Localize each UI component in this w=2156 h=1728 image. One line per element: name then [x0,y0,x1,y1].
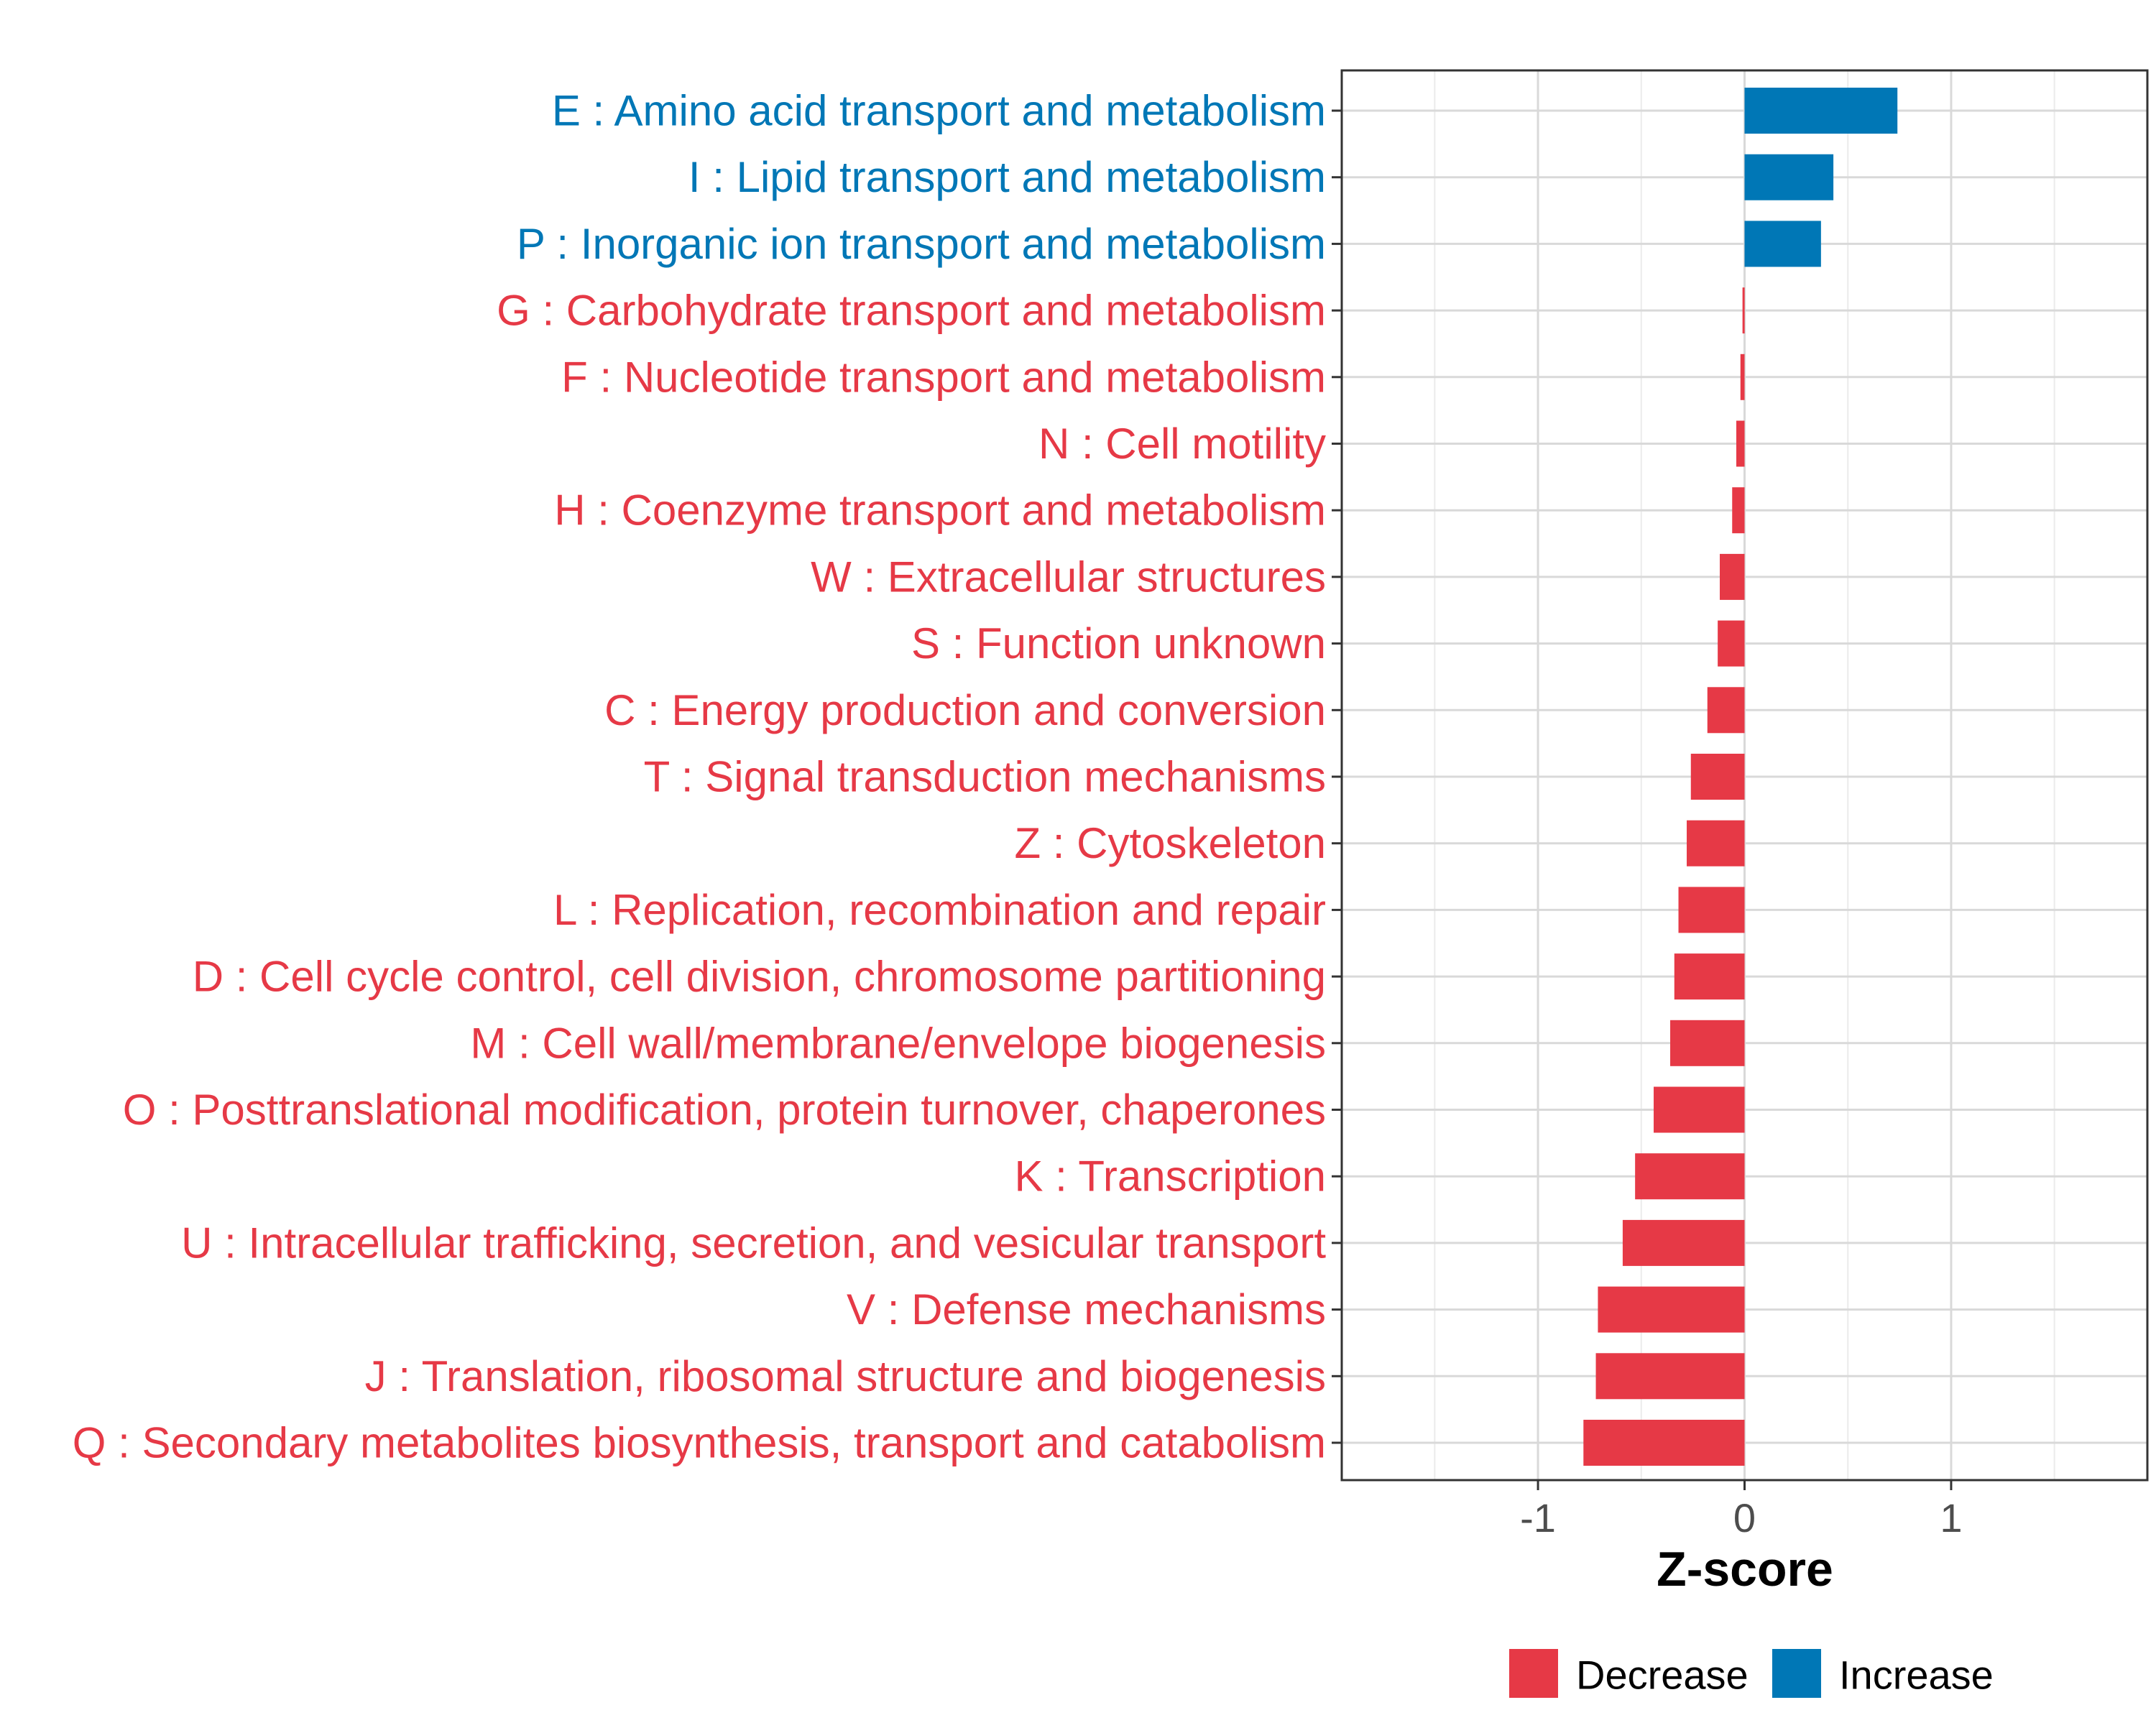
y-tick-label: I : Lipid transport and metabolism [688,153,1326,201]
y-tick-label: D : Cell cycle control, cell division, c… [193,953,1326,1001]
bar [1595,1353,1745,1400]
bar [1740,354,1745,400]
x-tick-label: 1 [1940,1495,1962,1540]
bar [1707,687,1745,734]
y-tick-label: F : Nucleotide transport and metabolism [561,353,1326,401]
bar [1674,953,1745,1000]
x-axis-ticks: -1 0 1 [1520,1480,1963,1540]
bar [1744,154,1834,200]
y-axis-ticks [1332,109,1342,1444]
x-tick-label: -1 [1520,1495,1556,1540]
bar [1687,820,1745,867]
legend-label-increase: Increase [1839,1653,1994,1698]
y-tick-label: Z : Cytoskeleton [1014,819,1326,867]
y-tick-label: E : Amino acid transport and metabolism [552,87,1326,135]
y-tick-label: V : Defense mechanisms [847,1285,1326,1334]
y-tick-label: O : Posttranslational modification, prot… [123,1086,1326,1134]
bar [1744,88,1898,134]
bar [1742,287,1745,334]
legend: Decrease Increase [1509,1649,1994,1698]
y-axis-category-labels: E : Amino acid transport and metabolism I… [73,87,1327,1467]
y-tick-label: K : Transcription [1014,1152,1326,1201]
y-tick-label: S : Function unknown [911,619,1326,667]
y-tick-label: M : Cell wall/membrane/envelope biogenes… [470,1019,1326,1067]
bar [1718,620,1745,667]
y-tick-label: G : Carbohydrate transport and metabolis… [497,287,1326,335]
y-tick-label: J : Translation, ribosomal structure and… [365,1352,1326,1400]
x-axis-title: Z-score [1657,1542,1833,1597]
y-tick-label: L : Replication, recombination and repai… [553,886,1326,934]
bar [1635,1153,1745,1200]
bar [1720,553,1745,600]
y-tick-label: H : Coenzyme transport and metabolism [554,486,1326,535]
y-tick-label: W : Extracellular structures [811,553,1326,601]
bar [1583,1420,1745,1466]
legend-label-decrease: Decrease [1576,1653,1749,1698]
y-tick-label: C : Energy production and conversion [604,686,1326,734]
y-tick-label: Q : Secondary metabolites biosynthesis, … [73,1419,1326,1467]
y-tick-label: T : Signal transduction mechanisms [644,753,1326,801]
bar [1598,1286,1745,1333]
bar [1732,487,1745,534]
y-tick-label: N : Cell motility [1038,420,1326,468]
bar-layer [1583,88,1898,1466]
bar [1678,887,1745,933]
bar [1622,1219,1745,1266]
bar [1654,1086,1745,1133]
legend-swatch-increase [1772,1649,1821,1698]
bar [1744,221,1821,267]
bar [1736,420,1745,467]
y-tick-label: U : Intracellular trafficking, secretion… [181,1219,1326,1267]
x-tick-label: 0 [1733,1495,1756,1540]
legend-swatch-decrease [1509,1649,1558,1698]
bar [1670,1020,1745,1066]
bar [1690,754,1745,800]
y-tick-label: P : Inorganic ion transport and metaboli… [517,220,1326,268]
